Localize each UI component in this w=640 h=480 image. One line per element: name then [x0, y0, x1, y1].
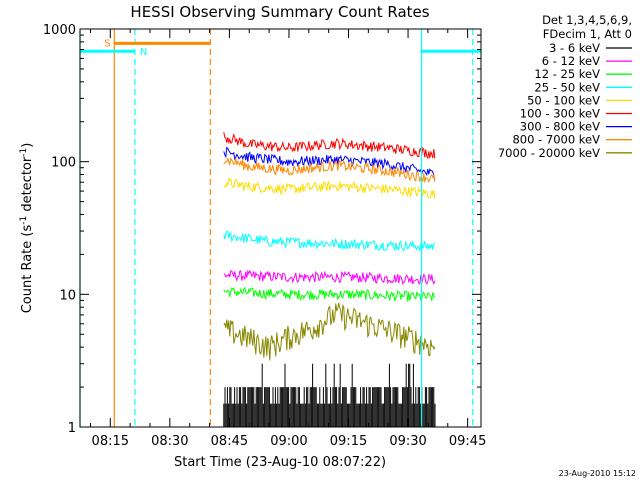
series-800-7000-kev [223, 156, 436, 183]
series-25-50-kev [223, 230, 436, 252]
chart-title: HESSI Observing Summary Count Rates [130, 3, 429, 21]
legend-entry-label: 6 - 12 keV [542, 54, 600, 68]
timestamp: 23-Aug-2010 15:12 [559, 469, 636, 478]
legend-entry-label: 3 - 6 keV [549, 41, 600, 55]
y-tick-label: 1 [68, 421, 76, 436]
legend-entry-label: 25 - 50 keV [534, 80, 600, 94]
x-tick-label: 08:30 [151, 434, 188, 449]
series-12-25-kev [223, 286, 436, 302]
legend-entry-label: 7000 - 20000 keV [498, 146, 600, 160]
night-label: N [140, 47, 147, 58]
x-axis-label: Start Time (23-Aug-10 08:07:22) [174, 455, 386, 470]
x-tick-label: 08:45 [211, 434, 248, 449]
x-axis: 08:15 08:30 08:45 09:00 09:15 09:30 09:45 [89, 29, 486, 449]
series-6-12-kev [223, 269, 436, 285]
saa-label: S [104, 38, 110, 49]
y-tick-label: 100 [51, 156, 76, 171]
x-tick-label: 09:45 [449, 434, 486, 449]
y-tick-label: 1000 [43, 23, 76, 38]
series-7000-20000-kev [223, 302, 436, 361]
legend-header-line-1: Det 1,3,4,5,6,9, [542, 13, 632, 27]
legend-entry-label: 12 - 25 keV [534, 67, 600, 81]
y-axis: 1 10 100 1000 [43, 23, 481, 436]
legend-entry-label: 800 - 7000 keV [512, 133, 600, 147]
x-tick-label: 09:15 [330, 434, 367, 449]
x-tick-label: 09:30 [389, 434, 426, 449]
plot-frame [79, 28, 482, 428]
legend-entry-label: 50 - 100 keV [527, 93, 600, 107]
legend-header-line-2: FDecim 1, Att 0 [543, 27, 632, 41]
x-tick-label: 09:00 [270, 434, 307, 449]
y-tick-label: 10 [59, 288, 76, 303]
series-50-100-kev [223, 177, 436, 200]
annotation-layer: SN [79, 29, 481, 427]
series-3-6-kev [223, 363, 436, 427]
legend-entry-label: 300 - 800 keV [520, 120, 600, 134]
series-300-800-kev [223, 146, 436, 181]
series-layer [223, 132, 436, 427]
x-tick-label: 08:15 [92, 434, 129, 449]
y-axis-label: Count Rate (s-1 detector-1) [19, 143, 35, 314]
series-100-300-kev [223, 132, 436, 160]
legend-entry-label: 100 - 300 keV [520, 107, 600, 121]
